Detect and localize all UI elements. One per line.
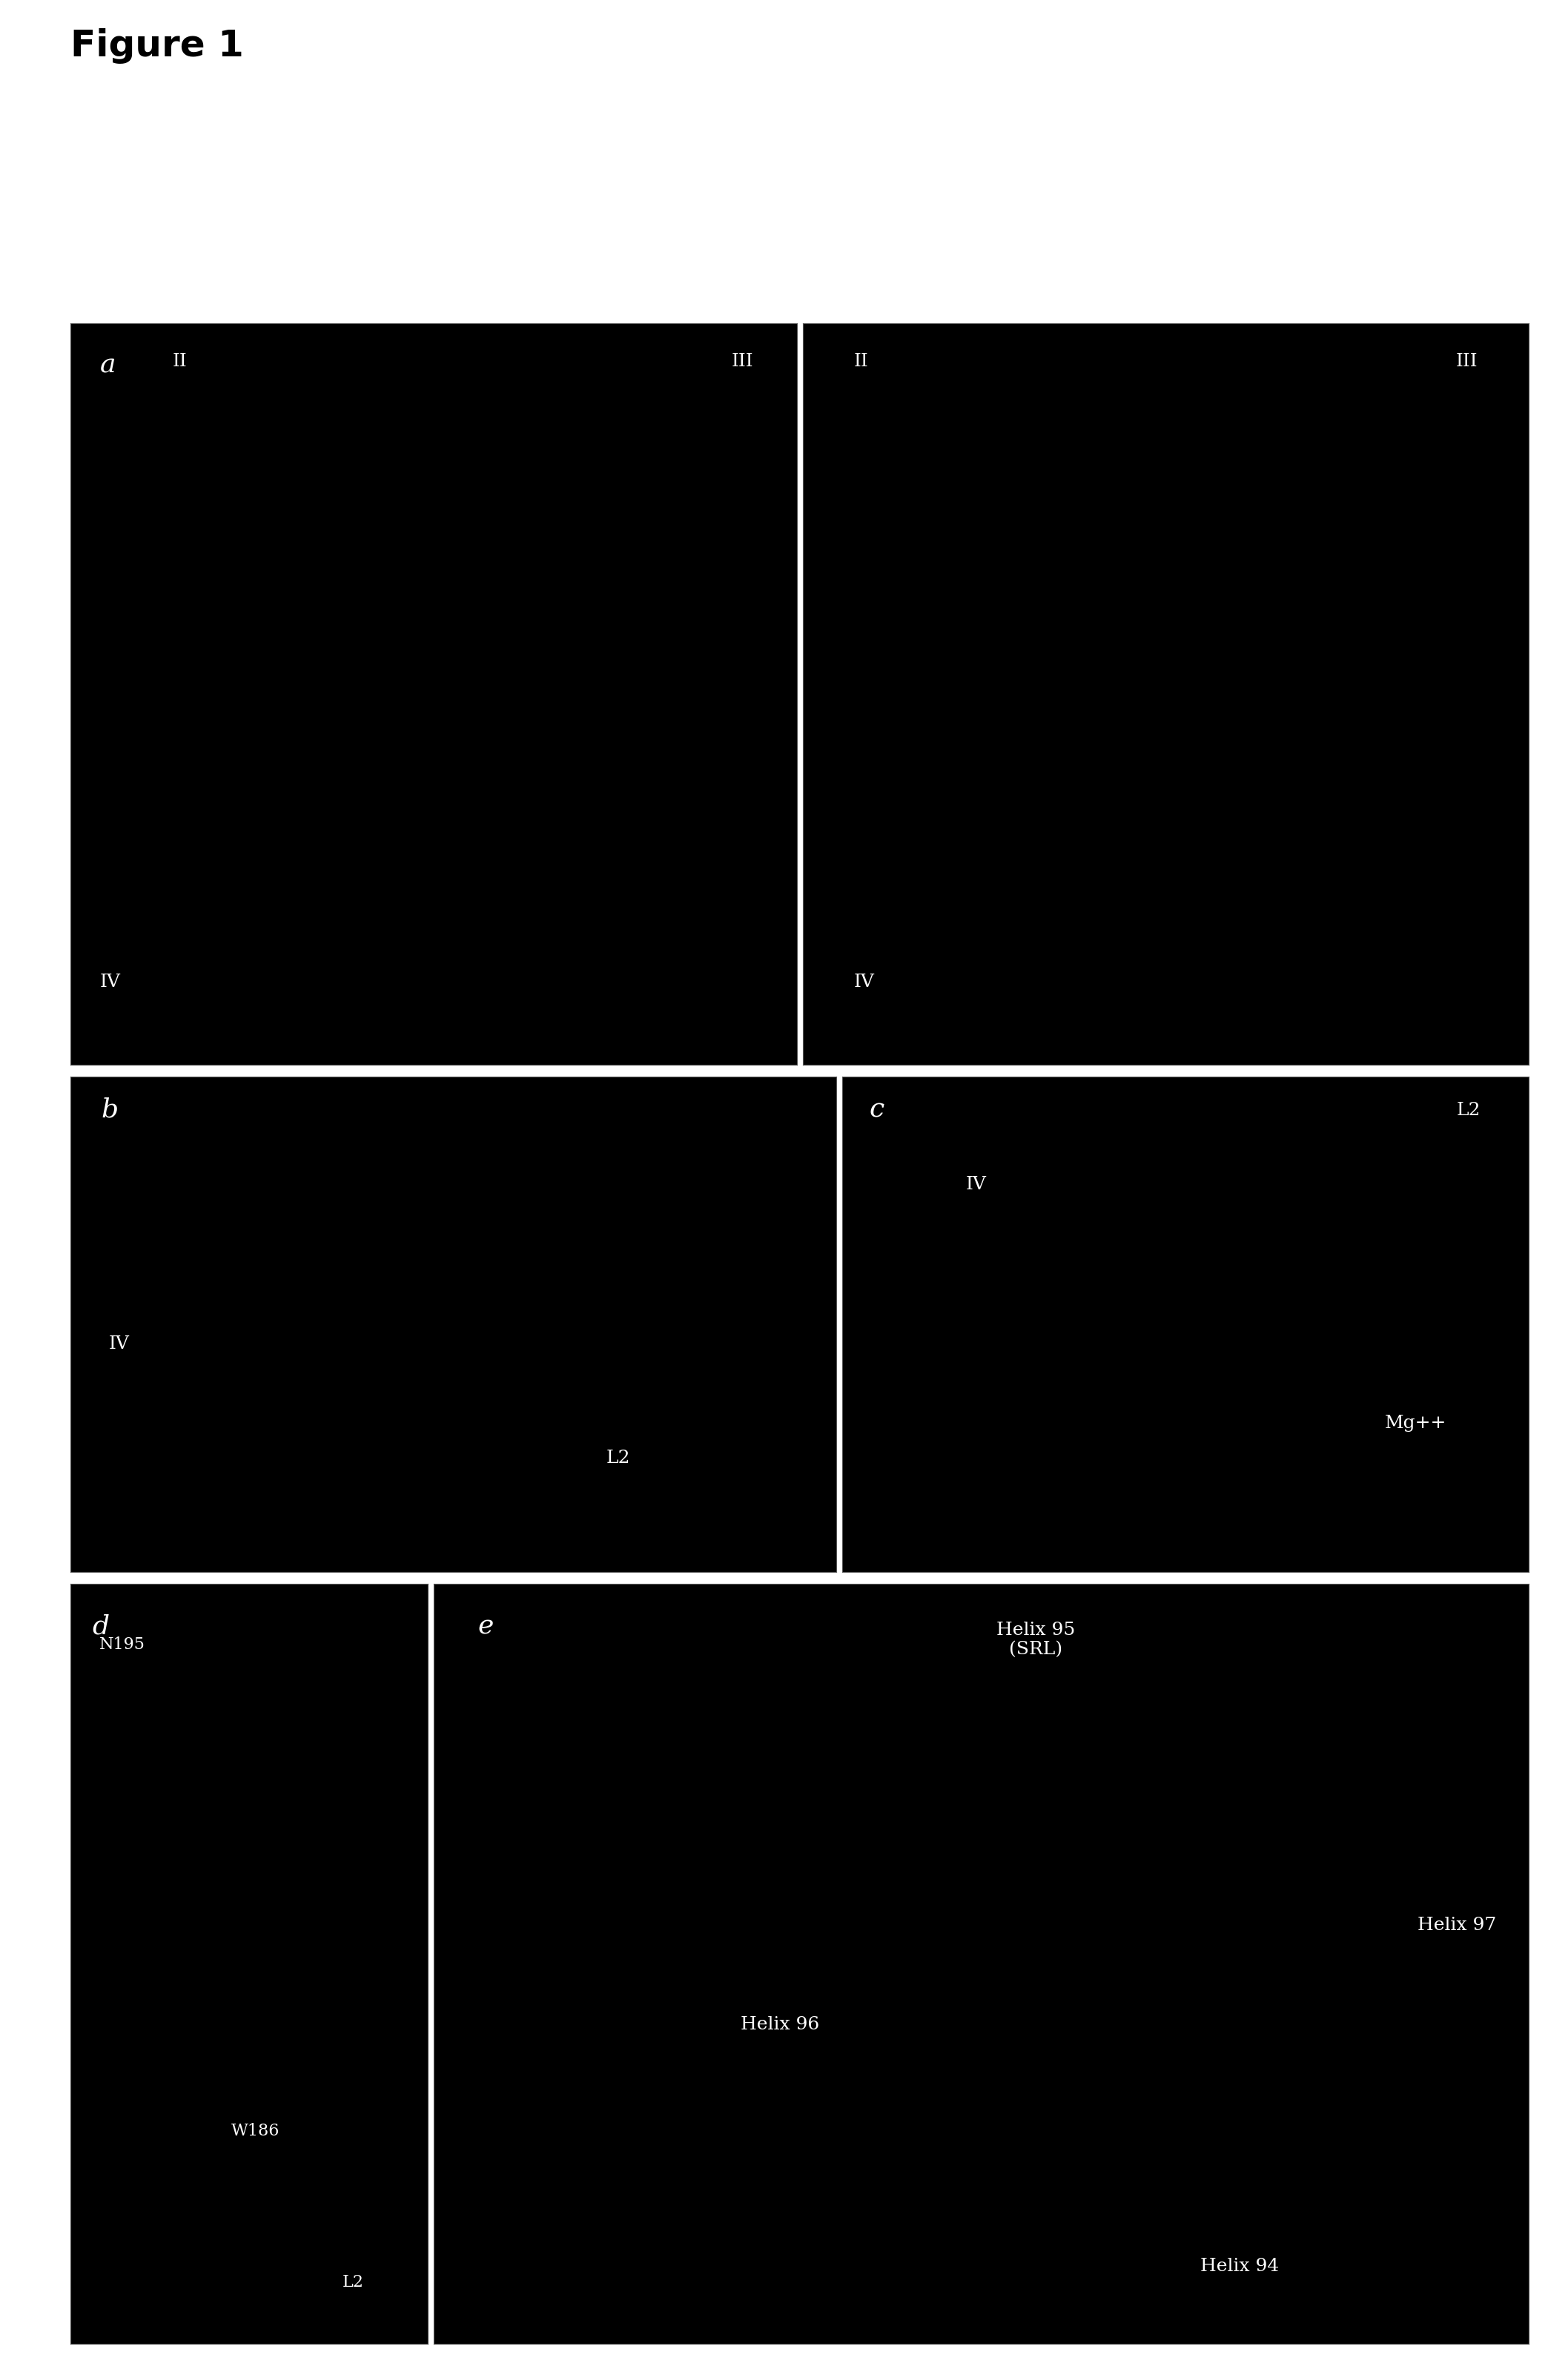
Text: Mg++: Mg++	[1385, 1414, 1446, 1433]
Text: Helix 94: Helix 94	[1200, 2258, 1279, 2275]
Text: II: II	[853, 353, 869, 370]
Text: II: II	[172, 353, 187, 370]
Text: N195: N195	[99, 1637, 144, 1653]
Text: III: III	[731, 353, 753, 370]
Text: e: e	[478, 1613, 494, 1639]
Text: Helix 97: Helix 97	[1417, 1917, 1496, 1933]
Text: a: a	[100, 353, 116, 377]
Text: IV: IV	[108, 1335, 130, 1352]
Text: L2: L2	[342, 2275, 364, 2291]
Text: III: III	[1457, 353, 1479, 370]
Text: L2: L2	[607, 1449, 630, 1466]
Text: Helix 95
(SRL): Helix 95 (SRL)	[997, 1622, 1076, 1658]
Text: IV: IV	[853, 975, 873, 991]
Text: W186: W186	[232, 2123, 279, 2140]
Text: c: c	[869, 1096, 884, 1122]
Text: b: b	[102, 1096, 118, 1122]
Text: L2: L2	[1457, 1101, 1480, 1120]
Text: IV: IV	[966, 1177, 986, 1193]
Text: Helix 96: Helix 96	[740, 2016, 818, 2033]
Text: Figure 1: Figure 1	[71, 28, 245, 64]
Text: d: d	[93, 1613, 110, 1639]
Text: IV: IV	[100, 975, 121, 991]
